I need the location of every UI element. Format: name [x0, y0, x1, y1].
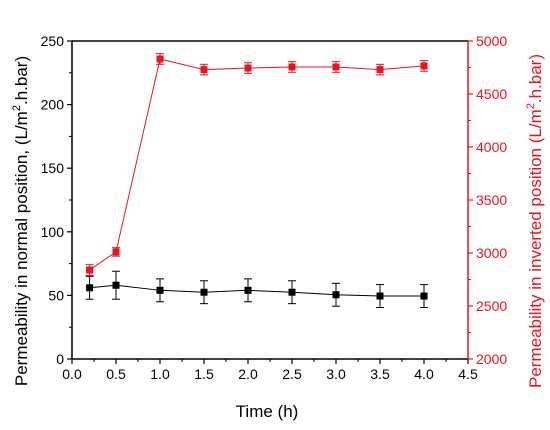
data-point [420, 62, 428, 70]
left-y-title-sup: 2 [11, 105, 23, 111]
data-point [244, 286, 252, 294]
axes-layer: 0.0 0.5 1.0 1.5 2.0 2.5 3.0 3.5 4.0 4.5 0 50 100 150 2… [41, 33, 508, 382]
right-y-tick-label: 4000 [476, 139, 507, 155]
left-y-tick-label: 250 [41, 33, 65, 49]
right-y-tick-label: 3000 [476, 245, 507, 261]
series-line [89, 284, 424, 297]
x-axis-title: Time (h) [236, 402, 299, 421]
x-tick-label: 1.5 [194, 366, 214, 382]
data-point [288, 288, 296, 296]
series-layer [85, 53, 428, 308]
x-tick-label: 1.0 [150, 366, 170, 382]
data-point [200, 66, 208, 74]
left-y-axis-title: Permeability in normal position, (L/m2.h… [11, 56, 31, 386]
data-point [112, 248, 120, 256]
left-y-tick-label: 200 [41, 97, 65, 113]
data-point [376, 292, 384, 300]
right-y-title-main: Permeability in inverted position (L/m [526, 109, 545, 388]
data-point [332, 63, 340, 71]
data-point [332, 291, 340, 299]
plot-frame [72, 41, 468, 359]
data-point [156, 55, 164, 63]
x-tick-label: 0.0 [62, 366, 82, 382]
right-y-title-end: .h.bar) [526, 54, 545, 103]
x-tick-label: 2.0 [238, 366, 258, 382]
data-point [244, 64, 252, 72]
data-point [200, 288, 208, 296]
right-y-tick-label: 5000 [476, 33, 507, 49]
series-inverted [85, 53, 428, 276]
data-point [376, 66, 384, 74]
x-tick-label: 2.5 [282, 366, 302, 382]
right-y-tick-label: 3500 [476, 192, 507, 208]
left-y-tick-label: 100 [41, 224, 65, 240]
x-tick-label: 0.5 [106, 366, 126, 382]
left-y-title-main: Permeability in normal position, (L/m [12, 111, 31, 386]
right-y-title-sup: 2 [525, 103, 537, 109]
right-y-axis-title: Permeability in inverted position (L/m2.… [525, 54, 545, 388]
series-normal [85, 270, 428, 308]
plot-area [72, 41, 468, 359]
x-tick-label: 3.5 [370, 366, 390, 382]
right-y-tick-label: 2500 [476, 298, 507, 314]
data-point [112, 281, 120, 289]
right-y-tick-label: 4500 [476, 86, 507, 102]
data-point [420, 292, 428, 300]
data-point [288, 63, 296, 71]
right-y-tick-label: 2000 [476, 351, 507, 367]
left-y-tick-label: 0 [56, 351, 64, 367]
data-point [156, 286, 164, 294]
left-y-title-end: .h.bar) [12, 56, 31, 105]
data-point [86, 284, 94, 292]
left-y-tick-label: 150 [41, 160, 65, 176]
data-point [86, 266, 94, 274]
x-tick-label: 4.0 [414, 366, 434, 382]
series-line [89, 58, 425, 271]
left-y-tick-label: 50 [48, 287, 64, 303]
x-tick-label: 3.0 [326, 366, 346, 382]
x-tick-label: 4.5 [458, 366, 478, 382]
